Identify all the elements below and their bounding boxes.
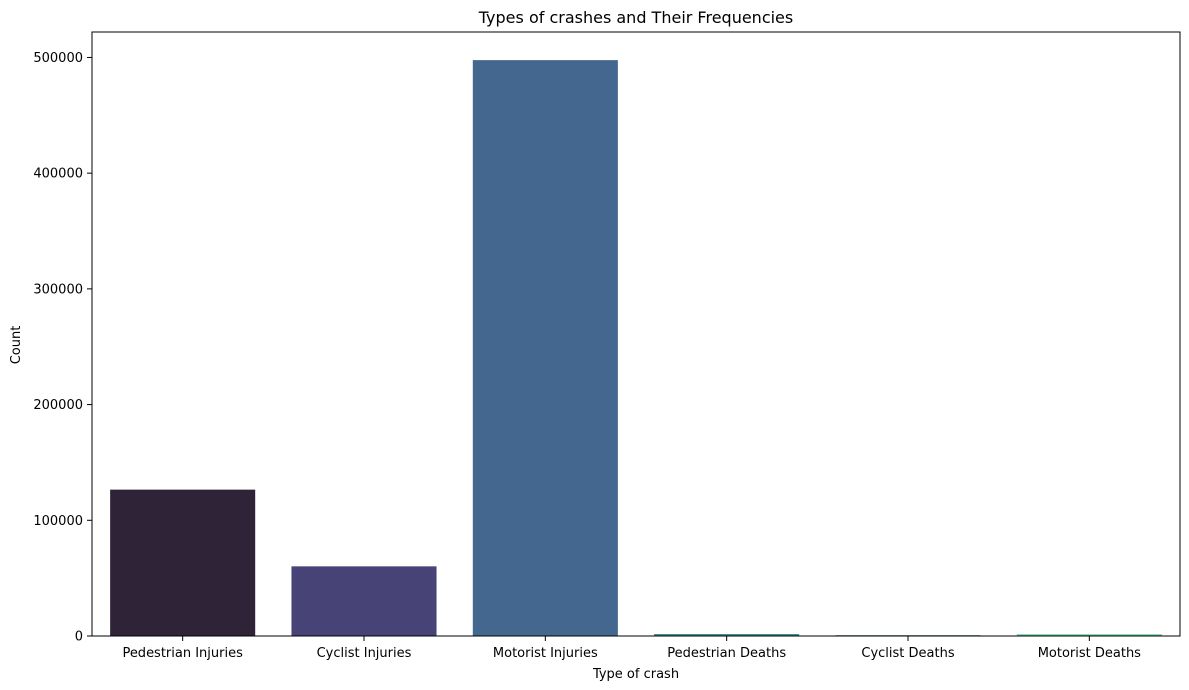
bar-cyclist-injuries: [291, 566, 437, 636]
x-tick-label: Cyclist Injuries: [317, 646, 412, 661]
y-tick-label: 0: [75, 630, 83, 645]
y-tick-label: 300000: [33, 282, 83, 297]
y-tick-label: 100000: [33, 514, 83, 529]
bar-motorist-injuries: [472, 60, 618, 636]
bar-pedestrian-injuries: [110, 489, 256, 636]
y-axis-label: Count: [9, 326, 24, 365]
x-axis-label: Type of crash: [592, 667, 679, 682]
x-tick-label: Motorist Injuries: [493, 646, 598, 661]
bar-pedestrian-deaths: [654, 634, 800, 636]
x-tick-label: Pedestrian Deaths: [667, 646, 786, 661]
plot-area: 0 100000 200000 300000 400000 500000 Pedestria…: [33, 31, 1181, 661]
chart-title: Types of crashes and Their Frequencies: [478, 8, 793, 27]
axes-frame: [91, 31, 1181, 637]
bar-motorist-deaths: [1016, 634, 1162, 636]
y-tick-label: 400000: [33, 167, 83, 182]
y-tick-label: 200000: [33, 398, 83, 413]
x-tick-label: Motorist Deaths: [1038, 646, 1141, 661]
y-tick-label: 500000: [33, 51, 83, 66]
x-tick-label: Pedestrian Injuries: [122, 646, 243, 661]
x-tick-label: Cyclist Deaths: [861, 646, 954, 661]
